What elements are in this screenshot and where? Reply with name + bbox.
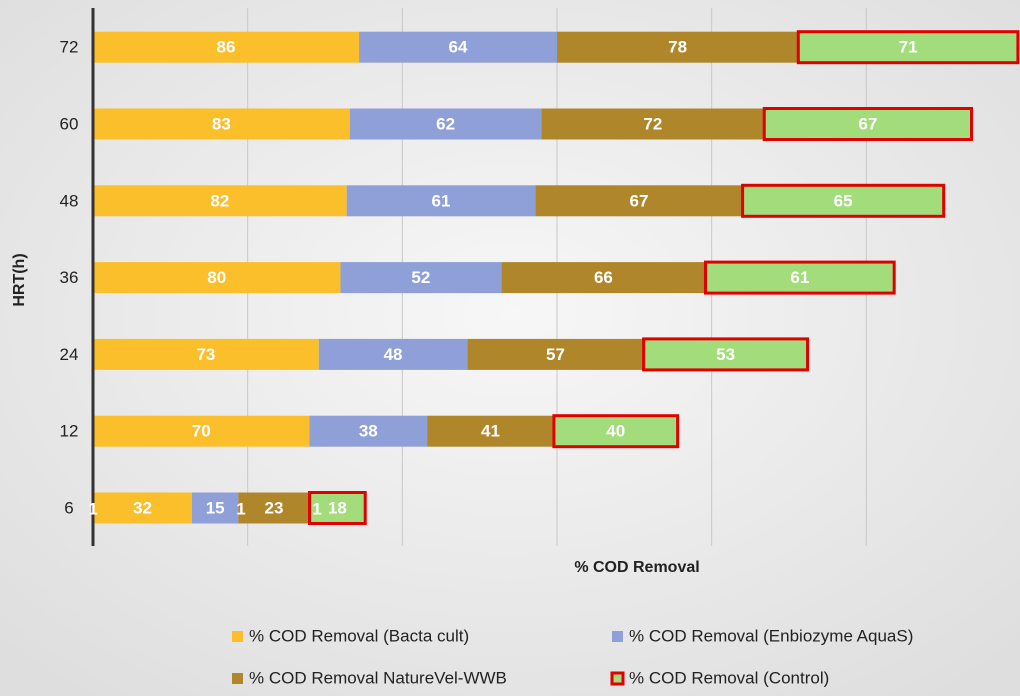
data-label: 65 xyxy=(834,191,853,210)
bar-segment xyxy=(238,492,310,524)
data-label: 41 xyxy=(481,422,500,441)
bar-segment xyxy=(340,262,502,294)
legend-label: % COD Removal NatureVel-WWB xyxy=(249,668,507,687)
bar-segment xyxy=(93,338,319,370)
annotation: 1 xyxy=(88,499,97,518)
bar-segment xyxy=(191,492,239,524)
data-label: 40 xyxy=(606,422,625,441)
y-axis-title: HRT(h) xyxy=(11,253,28,306)
bar-segment xyxy=(552,414,680,449)
data-label: 48 xyxy=(384,345,403,364)
bar-segment xyxy=(93,31,360,63)
legend-swatch xyxy=(232,631,243,642)
data-label: 52 xyxy=(411,268,430,287)
bar-segment xyxy=(741,183,946,218)
bar-segment xyxy=(535,185,743,217)
data-label: 67 xyxy=(858,114,877,133)
legend-swatch xyxy=(232,673,243,684)
data-label: 32 xyxy=(133,498,152,517)
data-label: 73 xyxy=(196,345,215,364)
data-label: 57 xyxy=(546,345,565,364)
bar-segment xyxy=(557,31,799,63)
y-tick-label: 36 xyxy=(60,268,79,287)
y-tick-label: 12 xyxy=(60,422,79,441)
data-label: 18 xyxy=(328,498,347,517)
bar-segment xyxy=(796,30,1020,65)
data-label: 80 xyxy=(207,268,226,287)
bar-segment xyxy=(93,108,350,140)
bar-segment xyxy=(93,415,310,447)
bar-segment xyxy=(349,108,542,140)
data-label: 67 xyxy=(630,191,649,210)
bar-segment xyxy=(501,262,706,294)
legend-label: % COD Removal (Enbiozyme AquaS) xyxy=(629,626,913,645)
bar-segment xyxy=(467,338,644,370)
bar-segment xyxy=(703,260,896,295)
y-tick-label: 60 xyxy=(60,114,79,133)
legend-swatch xyxy=(610,671,625,686)
y-tick-label: 6 xyxy=(64,498,73,517)
bar-segment xyxy=(93,492,192,524)
bar-segment xyxy=(93,185,347,217)
bar-segment xyxy=(308,491,367,525)
bar-segment xyxy=(642,337,810,372)
data-label: 61 xyxy=(790,268,809,287)
data-label: 86 xyxy=(217,38,236,57)
y-tick-label: 72 xyxy=(60,38,79,57)
x-axis-title: % COD Removal xyxy=(574,559,699,576)
annotation: 1 xyxy=(236,499,245,518)
annotation: 1 xyxy=(312,499,321,518)
bar-segment xyxy=(318,338,468,370)
data-label: 70 xyxy=(192,422,211,441)
data-label: 72 xyxy=(643,114,662,133)
legend-swatch xyxy=(612,631,623,642)
data-label: 64 xyxy=(449,38,468,57)
data-label: 23 xyxy=(264,498,283,517)
data-label: 38 xyxy=(359,422,378,441)
bar-segment xyxy=(762,107,974,141)
bar-segment xyxy=(359,31,557,63)
data-label: 15 xyxy=(206,498,225,517)
bar-segment xyxy=(541,108,765,140)
bar-segment xyxy=(309,415,428,447)
y-tick-label: 24 xyxy=(60,345,79,364)
bar-segment xyxy=(93,262,341,294)
data-label: 66 xyxy=(594,268,613,287)
bar-segment xyxy=(427,415,554,447)
data-label: 71 xyxy=(899,38,918,57)
data-label: 61 xyxy=(432,191,451,210)
y-tick-label: 48 xyxy=(60,191,79,210)
data-label: 83 xyxy=(212,114,231,133)
data-label: 82 xyxy=(210,191,229,210)
bar-segment xyxy=(346,185,536,217)
data-label: 53 xyxy=(716,345,735,364)
data-label: 62 xyxy=(436,114,455,133)
legend-label: % COD Removal (Bacta cult) xyxy=(249,626,469,645)
data-label: 78 xyxy=(668,38,687,57)
legend-label: % COD Removal (Control) xyxy=(629,668,829,687)
